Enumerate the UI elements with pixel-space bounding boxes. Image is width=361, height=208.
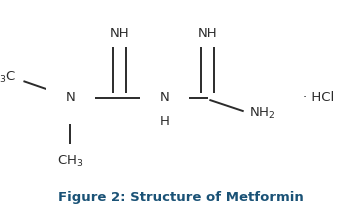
Text: NH$_2$: NH$_2$ xyxy=(249,106,275,121)
Text: N: N xyxy=(159,91,169,104)
Text: CH$_3$: CH$_3$ xyxy=(57,154,84,169)
Text: NH: NH xyxy=(109,26,129,40)
Text: NH: NH xyxy=(198,26,217,40)
Text: · HCl: · HCl xyxy=(303,91,335,104)
Text: Figure 2: Structure of Metformin: Figure 2: Structure of Metformin xyxy=(58,191,303,204)
Text: H$_3$C: H$_3$C xyxy=(0,69,16,84)
Text: N: N xyxy=(65,91,75,104)
Text: H: H xyxy=(159,115,169,128)
